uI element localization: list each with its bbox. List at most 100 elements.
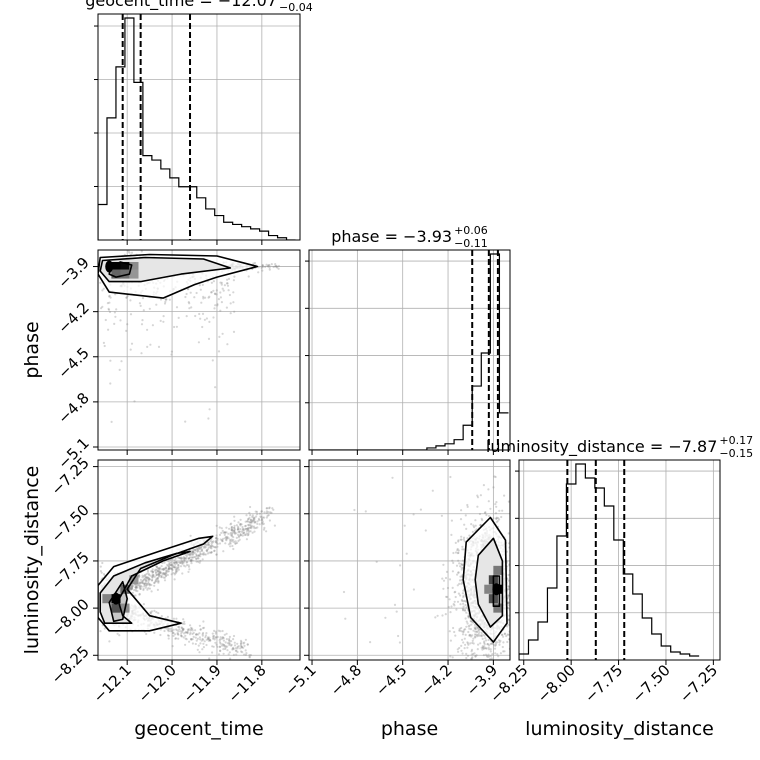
- hist-bin: [242, 227, 251, 240]
- scatter-point: [464, 603, 467, 607]
- scatter-point: [487, 500, 490, 503]
- scatter-point: [496, 653, 499, 656]
- scatter-point: [232, 539, 235, 542]
- scatter-point: [186, 631, 189, 634]
- scatter-point: [224, 645, 227, 648]
- scatter-point: [141, 582, 144, 585]
- scatter-point: [221, 636, 224, 639]
- scatter-point: [155, 565, 158, 568]
- hist-bin: [98, 204, 107, 240]
- scatter-point: [147, 577, 150, 580]
- scatter-point: [239, 533, 242, 536]
- scatter-point: [457, 650, 460, 653]
- grid: [311, 250, 494, 450]
- scatter-point: [187, 301, 190, 304]
- hist-bin: [604, 506, 613, 660]
- scatter-point: [476, 496, 480, 499]
- scatter-point: [174, 568, 177, 571]
- scatter-point: [496, 520, 499, 523]
- scatter-point: [185, 561, 188, 564]
- scatter-point: [207, 337, 211, 340]
- scatter-point: [174, 561, 178, 564]
- scatter-point: [191, 627, 194, 630]
- scatter-point: [246, 527, 249, 531]
- scatter-point: [172, 566, 175, 569]
- scatter-point: [218, 641, 222, 644]
- scatter-point: [163, 579, 167, 582]
- scatter-point: [188, 568, 191, 571]
- scatter-point: [257, 517, 260, 521]
- scatter-point: [466, 505, 469, 508]
- scatter-point: [201, 637, 204, 641]
- scatter-point: [499, 639, 502, 643]
- scatter-point: [512, 594, 514, 596]
- scatter-point: [106, 302, 109, 305]
- scatter-point: [511, 556, 513, 558]
- scatter-point: [474, 655, 477, 658]
- scatter-point: [214, 641, 217, 644]
- scatter-point: [222, 661, 224, 663]
- scatter-point: [175, 325, 178, 328]
- scatter-point: [184, 295, 187, 299]
- scatter-point: [134, 588, 137, 591]
- scatter-point: [233, 524, 236, 527]
- scatter-point: [155, 580, 158, 583]
- scatter-point: [222, 636, 225, 639]
- scatter-point: [174, 563, 177, 566]
- scatter-point: [109, 296, 112, 299]
- scatter-point: [145, 572, 148, 575]
- scatter-point: [274, 263, 277, 266]
- scatter-point: [160, 574, 163, 577]
- scatter-point: [242, 642, 245, 645]
- scatter-point: [170, 564, 173, 567]
- scatter-point: [202, 642, 205, 645]
- scatter-point: [466, 641, 469, 644]
- hist-bin: [680, 654, 689, 660]
- scatter-point: [219, 538, 222, 541]
- scatter-point: [190, 306, 193, 309]
- scatter-point: [166, 563, 169, 567]
- scatter-point: [232, 301, 235, 304]
- scatter-point: [165, 566, 168, 569]
- scatter-point: [216, 537, 219, 540]
- scatter-point: [141, 581, 144, 584]
- scatter-point: [201, 558, 204, 561]
- title-minus: −0.11: [454, 237, 488, 250]
- scatter-point: [240, 645, 243, 648]
- scatter-point: [511, 563, 513, 565]
- scatter-point: [212, 545, 215, 548]
- scatter-point: [244, 524, 247, 527]
- scatter-point: [180, 634, 183, 638]
- scatter-point: [198, 636, 201, 639]
- scatter-point: [244, 527, 247, 530]
- scatter-point: [126, 323, 129, 326]
- scatter-point: [166, 573, 169, 577]
- scatter-point: [216, 545, 219, 548]
- scatter-point: [512, 573, 514, 575]
- scatter-point: [194, 314, 197, 318]
- scatter-point: [462, 608, 465, 611]
- scatter-point: [165, 298, 168, 301]
- scatter-point: [202, 297, 205, 300]
- scatter-point: [453, 600, 456, 603]
- scatter-point: [204, 545, 207, 548]
- scatter-point: [181, 630, 184, 634]
- scatter-point: [507, 594, 510, 597]
- scatter-point: [152, 573, 155, 577]
- scatter-point: [137, 584, 140, 587]
- density-cell: [120, 261, 130, 272]
- scatter-point: [157, 581, 160, 584]
- scatter-point: [164, 574, 168, 577]
- contour-line-2: [99, 256, 232, 283]
- scatter-point: [200, 549, 203, 552]
- hist-bin: [642, 618, 651, 660]
- scatter-point: [514, 567, 516, 569]
- scatter-point: [233, 310, 236, 313]
- scatter-point: [261, 264, 264, 267]
- scatter-point: [507, 579, 510, 582]
- scatter-point: [149, 612, 152, 615]
- scatter-point: [148, 587, 151, 590]
- scatter-point: [151, 570, 154, 574]
- scatter-point: [180, 626, 183, 629]
- scatter-point: [99, 281, 102, 284]
